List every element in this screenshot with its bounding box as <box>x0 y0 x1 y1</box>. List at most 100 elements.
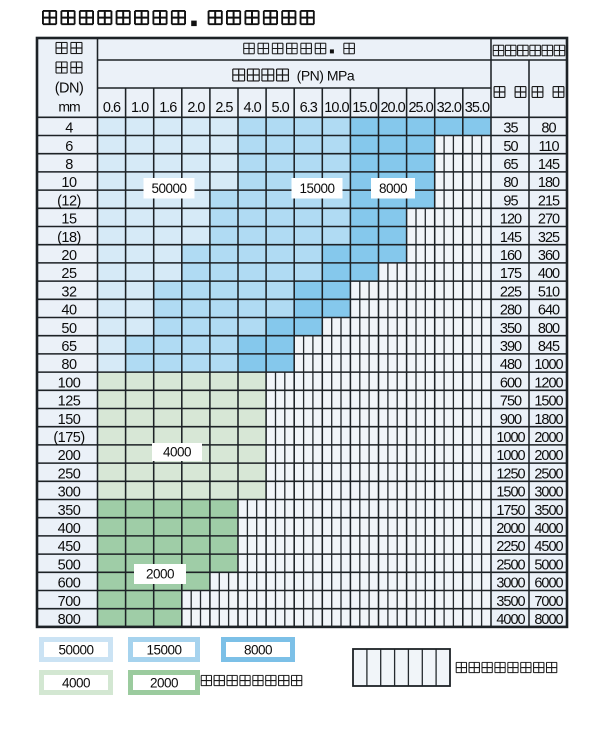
svg-text:8000: 8000 <box>534 612 563 628</box>
svg-text:35.0: 35.0 <box>465 100 490 116</box>
svg-text:110: 110 <box>538 139 559 155</box>
svg-text:(18): (18) <box>57 230 81 246</box>
svg-text:32.0: 32.0 <box>437 100 462 116</box>
svg-text:2.0: 2.0 <box>187 100 205 116</box>
svg-text:270: 270 <box>538 212 560 228</box>
svg-text:3500: 3500 <box>496 594 525 610</box>
svg-text:360: 360 <box>538 248 560 264</box>
svg-text:120: 120 <box>500 212 522 228</box>
svg-text:5.0: 5.0 <box>272 100 290 116</box>
svg-text:480: 480 <box>500 357 522 373</box>
svg-text:8000: 8000 <box>244 642 272 657</box>
svg-text:350: 350 <box>58 503 81 519</box>
svg-text:2.5: 2.5 <box>215 100 233 116</box>
svg-text:25.0: 25.0 <box>408 100 433 116</box>
svg-text:40: 40 <box>61 303 77 319</box>
svg-text:1800: 1800 <box>534 412 563 428</box>
svg-text:3500: 3500 <box>534 503 563 519</box>
svg-text:150: 150 <box>58 412 81 428</box>
svg-text:65: 65 <box>503 157 518 173</box>
svg-text:1250: 1250 <box>496 466 525 482</box>
svg-text:10.0: 10.0 <box>324 100 349 116</box>
svg-text:4000: 4000 <box>62 675 90 690</box>
svg-text:400: 400 <box>538 266 560 282</box>
svg-text:10: 10 <box>61 175 77 191</box>
svg-text:1000: 1000 <box>496 448 525 464</box>
svg-text:200: 200 <box>58 448 81 464</box>
svg-text:8000: 8000 <box>379 181 407 196</box>
svg-text:325: 325 <box>538 230 560 246</box>
svg-text:845: 845 <box>538 339 560 355</box>
svg-text:510: 510 <box>538 284 560 300</box>
svg-text:2500: 2500 <box>534 466 563 482</box>
svg-text:300: 300 <box>58 485 81 501</box>
svg-text:80: 80 <box>61 357 77 373</box>
svg-text:5000: 5000 <box>534 557 563 573</box>
svg-text:3000: 3000 <box>534 485 563 501</box>
svg-text:600: 600 <box>500 375 522 391</box>
svg-text:50: 50 <box>61 321 77 337</box>
svg-text:50: 50 <box>503 139 518 155</box>
svg-text:35: 35 <box>503 121 518 137</box>
svg-text:180: 180 <box>538 175 560 191</box>
svg-text:125: 125 <box>58 394 81 410</box>
svg-text:4500: 4500 <box>534 539 563 555</box>
svg-text:6: 6 <box>65 139 73 155</box>
svg-text:3000: 3000 <box>496 576 525 592</box>
svg-text:145: 145 <box>500 230 522 246</box>
svg-text:1200: 1200 <box>534 375 563 391</box>
svg-text:160: 160 <box>500 248 522 264</box>
svg-text:20.0: 20.0 <box>380 100 405 116</box>
svg-text:mm: mm <box>58 99 80 115</box>
svg-text:2000: 2000 <box>146 567 174 582</box>
svg-text:(12): (12) <box>57 193 81 209</box>
svg-text:8: 8 <box>65 157 73 173</box>
svg-text:65: 65 <box>61 339 77 355</box>
svg-text:250: 250 <box>58 466 81 482</box>
svg-text:4000: 4000 <box>534 521 563 537</box>
svg-text:(PN) MPa: (PN) MPa <box>297 68 355 84</box>
svg-text:6000: 6000 <box>534 576 563 592</box>
svg-text:100: 100 <box>58 375 81 391</box>
svg-text:280: 280 <box>500 303 522 319</box>
svg-text:800: 800 <box>58 612 81 628</box>
svg-text:80: 80 <box>541 121 556 137</box>
svg-text:20: 20 <box>61 248 77 264</box>
svg-text:640: 640 <box>538 303 560 319</box>
svg-text:50000: 50000 <box>58 642 93 657</box>
svg-text:80: 80 <box>503 175 518 191</box>
svg-text:4.0: 4.0 <box>244 100 262 116</box>
svg-text:0.6: 0.6 <box>103 100 121 116</box>
svg-text:1500: 1500 <box>534 394 563 410</box>
svg-text:800: 800 <box>538 321 560 337</box>
svg-text:350: 350 <box>500 321 522 337</box>
svg-text:500: 500 <box>58 557 81 573</box>
svg-text:2250: 2250 <box>496 539 525 555</box>
svg-text:390: 390 <box>500 339 522 355</box>
svg-text:50000: 50000 <box>151 181 186 196</box>
svg-text:7000: 7000 <box>534 594 563 610</box>
svg-text:900: 900 <box>500 412 522 428</box>
svg-text:2000: 2000 <box>496 521 525 537</box>
svg-text:4: 4 <box>65 121 73 137</box>
svg-text:(175): (175) <box>53 430 84 446</box>
svg-text:2500: 2500 <box>496 557 525 573</box>
svg-text:4000: 4000 <box>496 612 525 628</box>
svg-text:1.6: 1.6 <box>159 100 177 116</box>
svg-text:32: 32 <box>61 284 77 300</box>
svg-text:4000: 4000 <box>163 445 191 460</box>
svg-text:15000: 15000 <box>146 642 181 657</box>
svg-text:450: 450 <box>58 539 81 555</box>
svg-text:600: 600 <box>58 576 81 592</box>
svg-text:175: 175 <box>500 266 522 282</box>
svg-text:15.0: 15.0 <box>352 100 377 116</box>
svg-text:225: 225 <box>500 284 522 300</box>
svg-text:215: 215 <box>538 193 560 209</box>
svg-text:25: 25 <box>61 266 77 282</box>
svg-text:1750: 1750 <box>496 503 525 519</box>
svg-text:15: 15 <box>61 212 77 228</box>
svg-text:(DN): (DN) <box>55 81 84 97</box>
svg-text:15000: 15000 <box>299 181 334 196</box>
svg-text:750: 750 <box>500 394 522 410</box>
svg-text:95: 95 <box>503 193 518 209</box>
